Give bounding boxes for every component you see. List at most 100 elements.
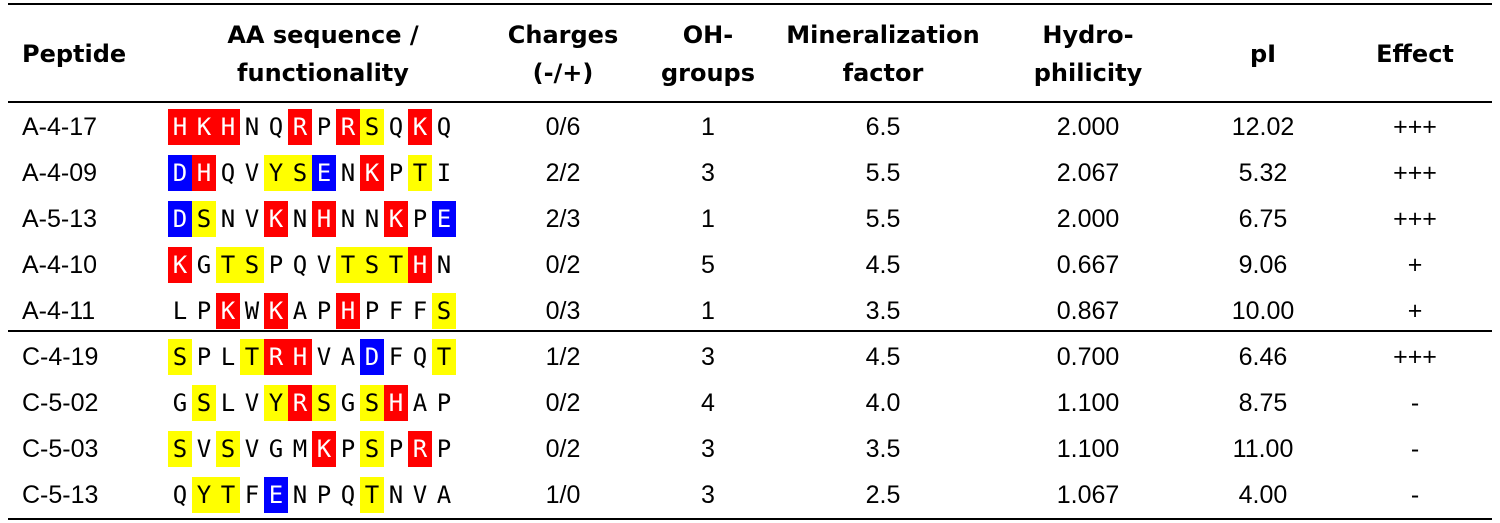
amino-acid: H	[192, 155, 216, 191]
amino-acid: W	[244, 297, 260, 325]
amino-acid: P	[436, 435, 452, 463]
header-hyd-line2: philicity	[1033, 59, 1143, 87]
table-row: C-5-02 G S L V Y R S G S H A P 0/2 4 4.0 1.100 8.75-	[8, 380, 1492, 426]
peptide-name: C-4-19	[22, 342, 99, 371]
header-pi: pI	[1249, 40, 1277, 68]
header-sequence-line1: AA sequence /	[227, 21, 419, 49]
hydrophilicity-value: 1.067	[1056, 480, 1120, 509]
table-top-rule	[8, 3, 1492, 5]
amino-acid: S	[288, 155, 312, 191]
amino-acid: L	[172, 297, 188, 325]
amino-acid: P	[316, 113, 332, 141]
amino-acid: Q	[172, 481, 188, 509]
hydrophilicity-value: 2.067	[1056, 158, 1120, 187]
amino-acid: A	[412, 389, 428, 417]
charges-value: 0/2	[545, 388, 581, 417]
amino-acid: K	[168, 247, 192, 283]
peptide-table: Peptide AA sequence / functionality Char…	[8, 0, 1492, 523]
table-row: A-5-13 D S N V K N H N N K P E 2/3 1 5.5 2.000 6.75 +++	[8, 196, 1492, 242]
peptide-name: C-5-03	[22, 434, 99, 463]
amino-acid: H	[336, 293, 360, 329]
header-charges: Charges (-/+)	[488, 16, 638, 92]
mineralization-value: 4.5	[865, 250, 901, 279]
header-min-line2: factor	[842, 59, 924, 87]
amino-acid: N	[340, 159, 356, 187]
amino-acid: V	[244, 389, 260, 417]
amino-acid: T	[360, 477, 384, 513]
mineralization-value: 3.5	[865, 434, 901, 463]
amino-acid: D	[168, 155, 192, 191]
mineralization-value: 6.5	[865, 112, 901, 141]
amino-acid: N	[364, 205, 380, 233]
effect-value: -	[1410, 434, 1420, 463]
effect-value: +++	[1393, 158, 1437, 187]
amino-acid: K	[312, 431, 336, 467]
amino-acid: P	[388, 159, 404, 187]
header-oh-line1: OH-	[682, 21, 734, 49]
oh-groups-value: 1	[701, 204, 715, 233]
amino-acid: T	[336, 247, 360, 283]
header-hyd-line1: Hydro-	[1042, 21, 1134, 49]
amino-acid: V	[196, 435, 212, 463]
hydrophilicity-value: 0.867	[1056, 296, 1120, 325]
amino-acid: G	[268, 435, 284, 463]
amino-acid: K	[192, 109, 216, 145]
amino-acid: P	[316, 297, 332, 325]
amino-acid: L	[220, 389, 236, 417]
amino-acid: R	[336, 109, 360, 145]
header-charges-line2: (-/+)	[532, 59, 594, 87]
header-sequence-line2: functionality	[237, 59, 409, 87]
effect-value: +++	[1393, 112, 1437, 141]
table-bottom-rule	[8, 518, 1492, 520]
effect-value: +++	[1393, 342, 1437, 371]
charges-value: 0/6	[545, 112, 581, 141]
oh-groups-value: 5	[701, 250, 715, 279]
peptide-name: A-4-11	[22, 296, 96, 325]
amino-acid: Y	[264, 385, 288, 421]
amino-acid: N	[292, 205, 308, 233]
amino-acid: P	[388, 435, 404, 463]
table-row: C-5-13 Q Y T F E N P Q T N V A 1/0 3 2.5 1.067 4.00-	[8, 472, 1492, 518]
amino-acid: S	[360, 431, 384, 467]
amino-acid: S	[432, 293, 456, 329]
amino-acid: A	[340, 343, 356, 371]
amino-acid: S	[240, 247, 264, 283]
amino-acid: T	[384, 247, 408, 283]
amino-acid: P	[196, 343, 212, 371]
table-row: A-4-10 K G T S P Q V T S T H N 0/2 5 4.5 0.667 9.06 +	[8, 242, 1492, 288]
amino-acid: N	[340, 205, 356, 233]
pi-value: 6.75	[1238, 204, 1288, 233]
amino-acid: D	[360, 339, 384, 375]
oh-groups-value: 3	[701, 342, 715, 371]
charges-value: 0/2	[545, 250, 581, 279]
amino-acid: Q	[340, 481, 356, 509]
header-peptide: Peptide	[22, 40, 127, 68]
amino-acid: V	[316, 343, 332, 371]
charges-value: 0/2	[545, 434, 581, 463]
header-rule	[8, 101, 1492, 103]
peptide-name: A-5-13	[22, 204, 98, 233]
amino-acid: E	[264, 477, 288, 513]
oh-groups-value: 1	[701, 112, 715, 141]
peptide-name: A-4-17	[22, 112, 98, 141]
amino-acid: N	[388, 481, 404, 509]
amino-acid: T	[240, 339, 264, 375]
amino-acid: H	[312, 201, 336, 237]
pi-value: 12.02	[1231, 112, 1295, 141]
amino-acid: K	[264, 293, 288, 329]
hydrophilicity-value: 2.000	[1056, 204, 1120, 233]
peptide-name: C-5-02	[22, 388, 99, 417]
effect-value: +	[1407, 296, 1423, 325]
header-hydrophilicity: Hydro- philicity	[988, 16, 1188, 92]
amino-acid: N	[244, 113, 260, 141]
pi-value: 9.06	[1238, 250, 1288, 279]
amino-acid: T	[432, 339, 456, 375]
